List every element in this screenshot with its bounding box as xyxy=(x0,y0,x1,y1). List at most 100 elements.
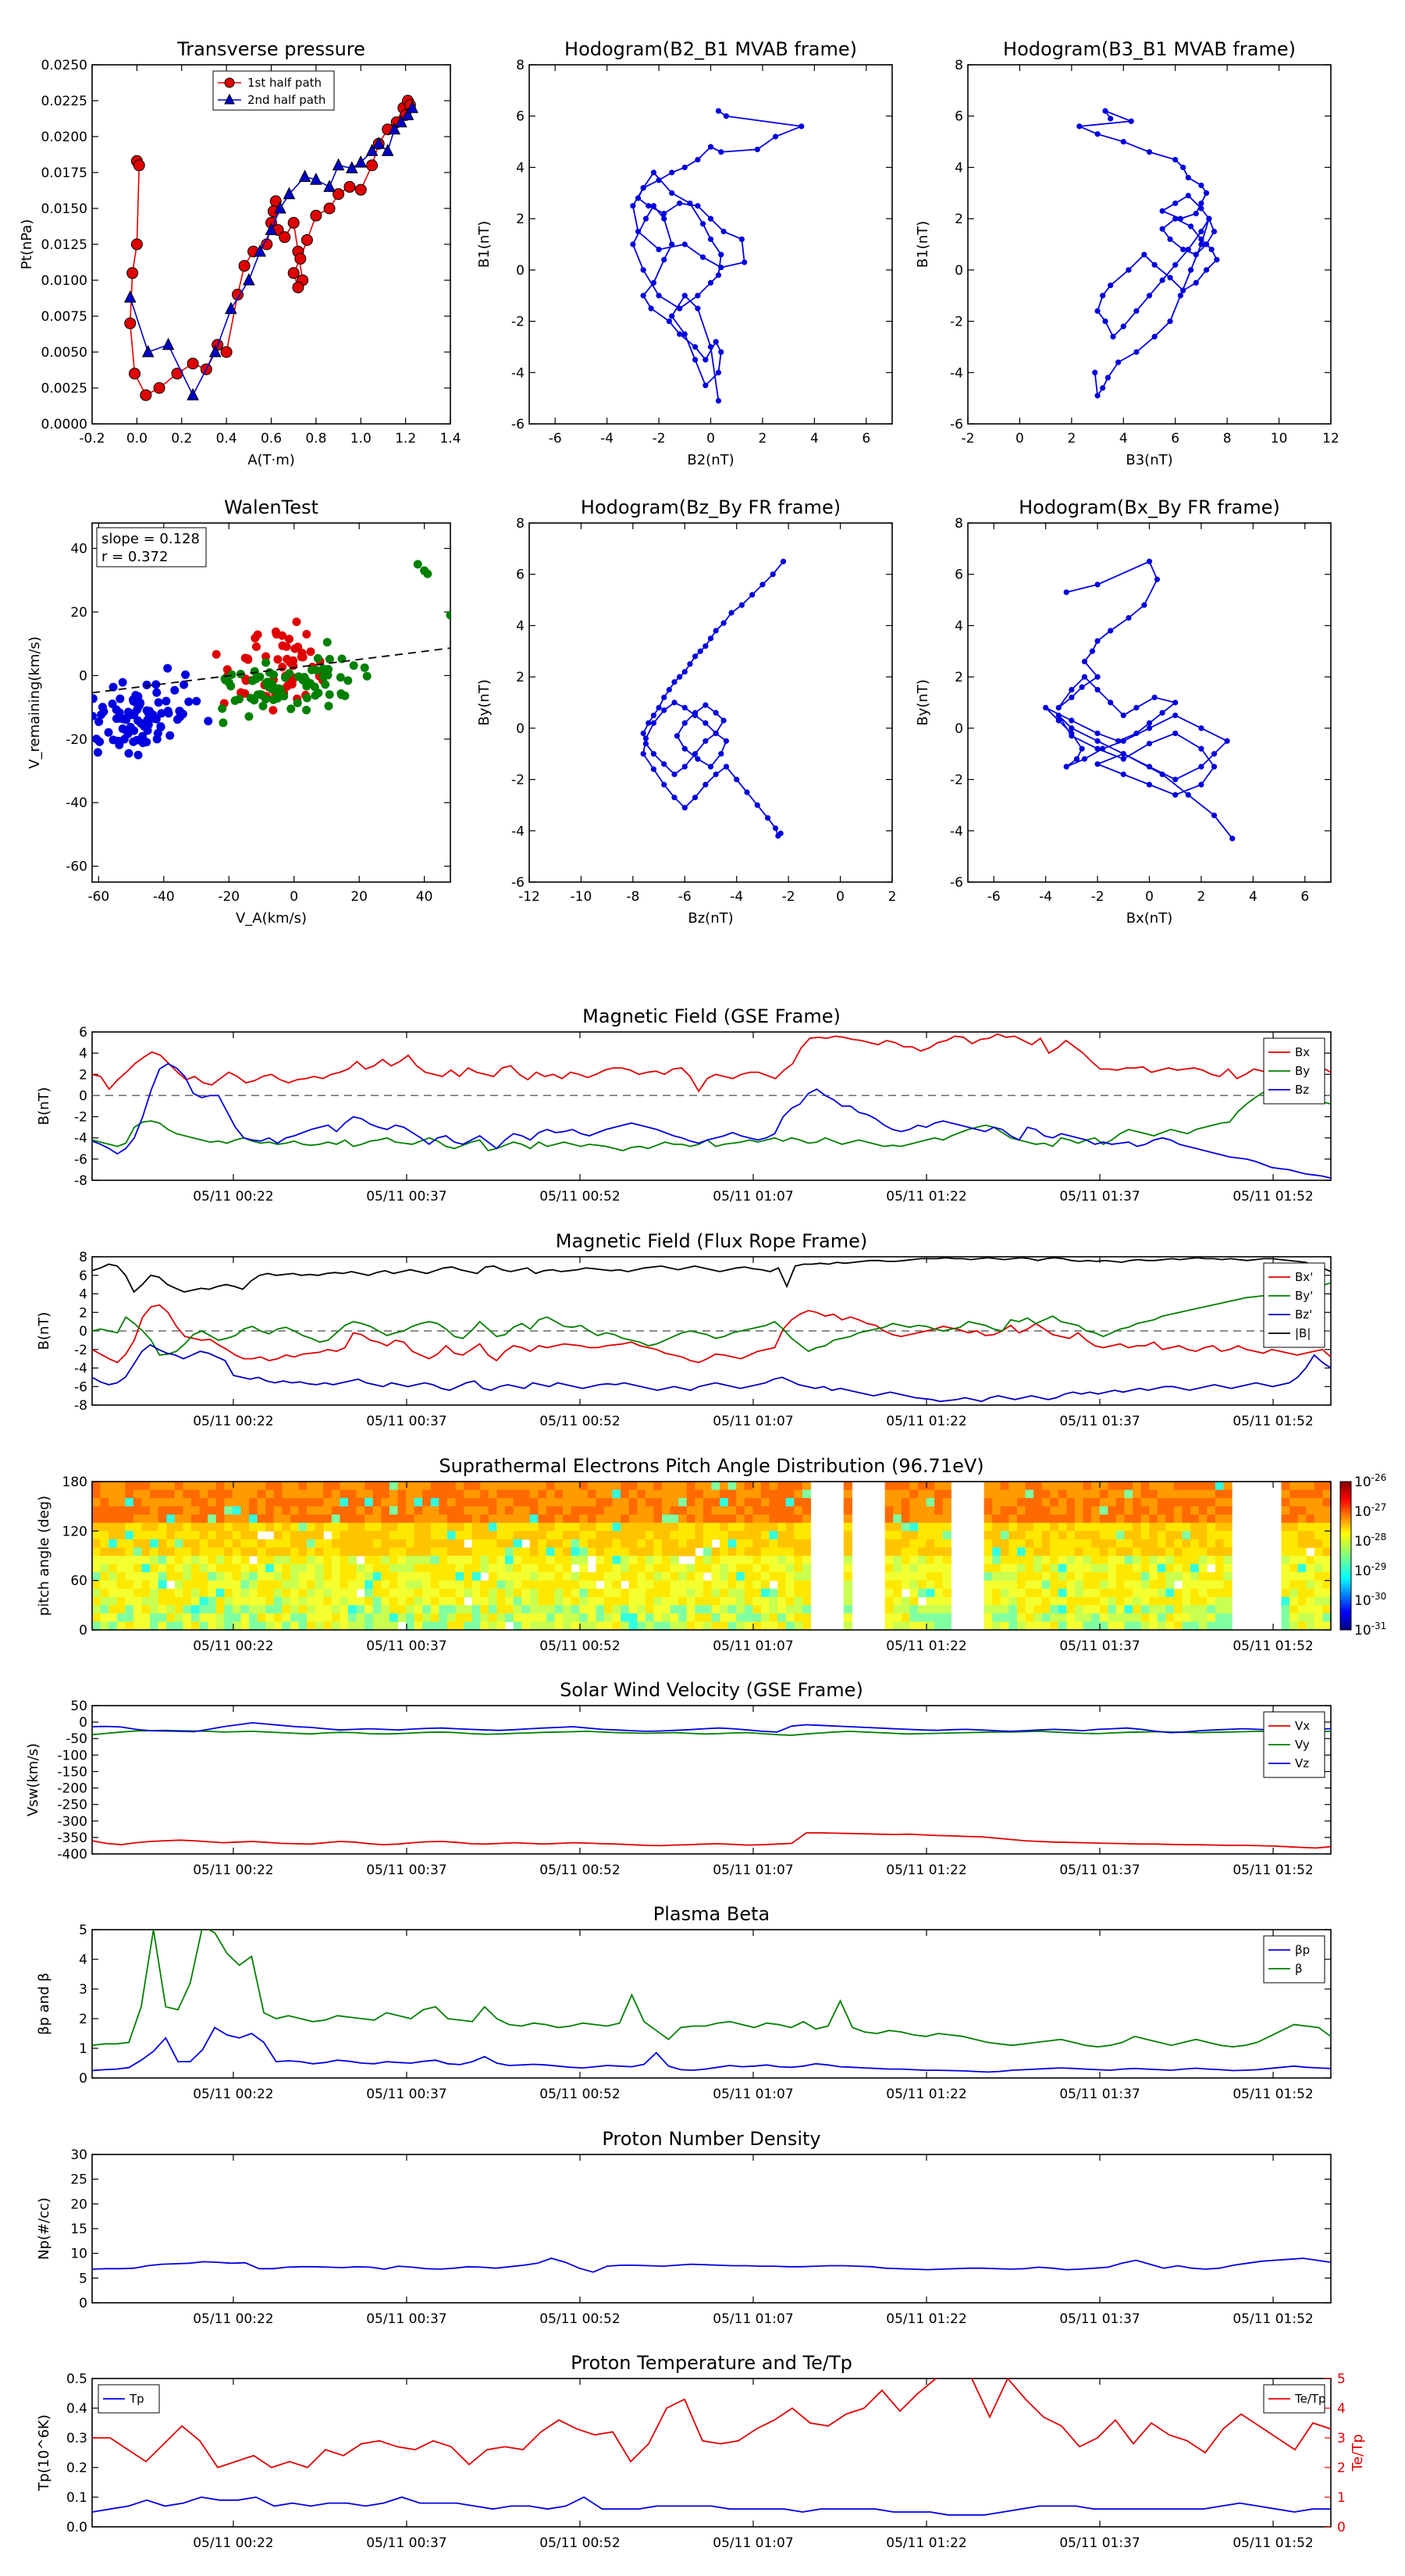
pad-cell xyxy=(1050,1572,1059,1582)
pad-cell xyxy=(785,1580,795,1589)
pad-cell xyxy=(422,1522,432,1532)
beta-ytick-label: 5 xyxy=(79,1923,87,1938)
h3-point xyxy=(702,781,709,788)
pad-colorbar-label: 10-31 xyxy=(1354,1621,1386,1638)
pad-cell xyxy=(777,1564,787,1573)
pad-cell xyxy=(769,1506,778,1515)
pad-cell xyxy=(496,1596,506,1606)
pad-cell xyxy=(1314,1539,1324,1549)
pad-cell xyxy=(347,1539,357,1549)
pad-cell xyxy=(711,1556,720,1565)
pad-cell xyxy=(232,1596,242,1606)
pad-cell xyxy=(637,1605,646,1614)
pad-cell xyxy=(628,1506,638,1515)
pad-cell xyxy=(397,1596,407,1606)
pad-cell xyxy=(563,1531,572,1540)
pad-cell xyxy=(215,1596,225,1606)
pad-cell xyxy=(480,1498,489,1507)
pad-cell xyxy=(389,1580,399,1589)
pad-cell xyxy=(843,1547,852,1557)
pad-cell xyxy=(315,1596,324,1606)
pad-cell xyxy=(678,1547,688,1557)
pad-cell xyxy=(257,1596,266,1606)
pad-cell xyxy=(199,1498,208,1507)
pad-cell xyxy=(612,1489,621,1499)
h4-point xyxy=(1172,699,1179,706)
chart-vsw: Solar Wind Velocity (GSE Frame)-400-350-… xyxy=(25,1679,1332,1878)
pad-cell xyxy=(150,1522,159,1532)
walen-point xyxy=(94,717,104,727)
pad-cell xyxy=(1165,1506,1175,1515)
h1-point xyxy=(669,169,675,176)
pad-cell xyxy=(538,1556,547,1565)
mag_gse-ytick-label: 6 xyxy=(79,1025,87,1041)
pad-cell xyxy=(1066,1522,1076,1532)
pad-cell xyxy=(455,1589,464,1598)
pad-cell xyxy=(1207,1613,1216,1623)
h2-point xyxy=(1100,293,1106,299)
pad-cell xyxy=(397,1556,407,1565)
pad-cell xyxy=(1322,1556,1332,1565)
pad-cell xyxy=(282,1596,291,1606)
pad-cell xyxy=(893,1596,902,1606)
pad-cell xyxy=(686,1572,695,1582)
pad-cell xyxy=(587,1613,596,1623)
pad-cell xyxy=(108,1522,118,1532)
temp-ytick-label: 0.4 xyxy=(66,2401,87,2417)
pad-cell xyxy=(199,1621,208,1631)
pad-cell xyxy=(942,1506,951,1515)
pad-cell xyxy=(183,1621,192,1631)
pad-cell xyxy=(183,1498,192,1507)
pad-cell xyxy=(240,1506,250,1515)
h4-point xyxy=(1094,686,1101,693)
pad-cell xyxy=(1207,1531,1216,1540)
pad-cell xyxy=(290,1613,300,1623)
pad-cell xyxy=(414,1589,423,1598)
pad-cell xyxy=(645,1522,655,1532)
pad-cell xyxy=(406,1564,415,1573)
h2-point xyxy=(1198,236,1204,243)
pad-cell xyxy=(224,1514,233,1524)
h4-xlabel: Bx(nT) xyxy=(1126,910,1172,927)
tp-point xyxy=(366,159,379,172)
pad-cell xyxy=(1041,1498,1051,1507)
pad-cell xyxy=(166,1572,176,1582)
mag_fr-ytick-label: 8 xyxy=(79,1250,87,1265)
pad-cell xyxy=(389,1531,399,1540)
pad-cell xyxy=(802,1580,812,1589)
h3-point xyxy=(656,704,662,711)
pad-cell xyxy=(1108,1605,1117,1614)
tp-point xyxy=(238,260,251,272)
np-ytick-label: 15 xyxy=(70,2222,87,2237)
pad-cell xyxy=(1008,1613,1018,1623)
mag_gse-xtick-label: 05/11 01:37 xyxy=(1059,1189,1140,1204)
pad-cell xyxy=(125,1489,134,1499)
pad-cell xyxy=(356,1572,365,1582)
pad-cell xyxy=(1281,1522,1290,1532)
pad-cell xyxy=(794,1564,803,1573)
pad-cell xyxy=(637,1589,646,1598)
pad-cell xyxy=(183,1564,192,1573)
pad-cell xyxy=(100,1596,109,1606)
h4-ytick-label: -4 xyxy=(950,824,963,839)
pad-cell xyxy=(1099,1605,1108,1614)
h4-point xyxy=(1172,730,1179,737)
pad-cell xyxy=(1066,1539,1076,1549)
pad-cell xyxy=(1215,1613,1225,1623)
pad-cell xyxy=(1198,1498,1208,1507)
pad-cell xyxy=(439,1489,448,1499)
pad-cell xyxy=(662,1489,671,1499)
pad-cell xyxy=(505,1589,514,1598)
pad-cell xyxy=(1091,1572,1101,1582)
pad-cell xyxy=(678,1564,688,1573)
pad-cell xyxy=(678,1522,688,1532)
pad-cell xyxy=(1008,1580,1018,1589)
h3-point xyxy=(707,763,714,770)
pad-cell xyxy=(1124,1506,1133,1515)
pad-cell xyxy=(1297,1522,1307,1532)
pad-cell xyxy=(389,1522,399,1532)
pad-cell xyxy=(133,1580,143,1589)
pad-cell xyxy=(174,1547,183,1557)
walen-point xyxy=(119,735,129,744)
pad-cell xyxy=(166,1621,176,1631)
